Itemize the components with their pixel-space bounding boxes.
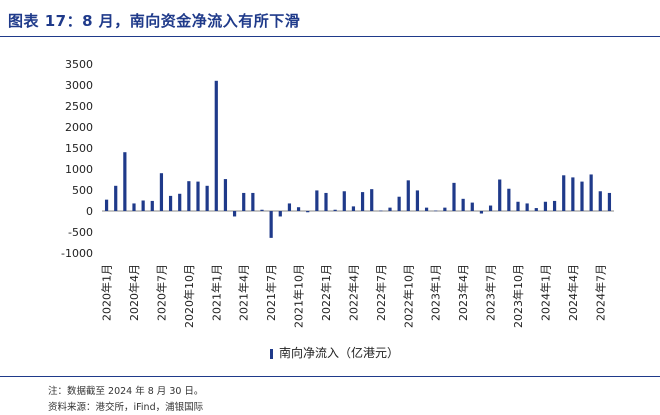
bar-2024-02 [552,200,557,211]
bar-2024-01 [543,201,548,211]
bar-2020-05 [141,200,145,211]
bar-2023-11 [525,203,529,211]
bar-2021-04 [242,192,246,211]
bar-2024-04 [571,177,575,211]
x-tick-label: 2022年7月 [374,264,388,321]
bar-2022-04 [351,206,356,211]
bar-2024-08 [607,192,612,211]
x-tick-label: 2022年10月 [401,264,415,328]
bar-2022-08 [388,207,392,211]
bar-2023-08 [498,179,502,211]
bar-2020-07 [159,173,164,211]
bar-2021-10 [296,207,301,211]
y-tick-label: 2500 [65,100,93,113]
bar-2020-02 [114,185,118,211]
source-note: 资料来源：港交所，iFind，浦银国际 [48,402,204,413]
x-tick-label: 2021年7月 [264,264,278,321]
chart-header: 图表 17：8 月，南向资金净流入有所下滑 [0,0,660,38]
footnote: 注：数据截至 2024 年 8 月 30 日。 [48,386,204,397]
bar-2021-02 [223,179,228,211]
bar-2023-04 [461,198,465,211]
x-tick-label: 2023年7月 [484,264,498,321]
bar-2024-05 [580,181,584,211]
x-tick-label: 2023年10月 [511,264,525,328]
y-tick-label: 500 [72,184,93,197]
x-tick-label: 2024年4月 [566,264,580,321]
y-tick-label: 3000 [65,79,93,92]
bar-2021-12 [315,190,319,211]
x-tick-label: 2021年4月 [237,264,251,321]
y-tick-label: 0 [86,205,93,218]
x-tick-label: 2022年4月 [346,264,360,321]
bar-2023-06 [479,211,484,214]
title-divider [0,36,660,37]
bar-2024-07 [598,191,602,211]
bar-2022-05 [360,192,365,211]
bar-2022-11 [415,190,420,211]
bar-2020-12 [205,185,209,211]
x-tick-label: 2020年1月 [100,264,114,321]
bar-2020-08 [168,195,173,211]
bar-2023-05 [470,202,474,211]
bar-2021-07 [269,211,273,238]
x-tick-label: 2020年10月 [182,264,196,328]
bar-2020-06 [150,200,154,211]
bar-2021-03 [232,211,237,217]
bar-2020-04 [132,203,136,211]
bar-2020-10 [187,181,191,211]
bar-2022-12 [424,207,429,211]
bar-2023-03 [452,182,456,211]
bar-2024-06 [589,174,593,211]
y-tick-label: 3500 [65,58,93,71]
bar-2023-10 [516,201,520,211]
bar-2020-01 [104,199,109,211]
bar-2022-02 [333,209,337,211]
x-tick-label: 2021年1月 [209,264,223,321]
y-tick-label: -1000 [61,247,93,260]
bar-2021-06 [260,209,264,211]
x-tick-label: 2020年4月 [127,264,141,321]
bar-2021-09 [287,203,292,211]
x-tick-label: 2023年4月 [456,264,470,321]
bar-2022-09 [397,196,401,211]
bar-2022-07 [379,210,383,212]
bar-2021-08 [278,211,282,217]
x-tick-label: 2021年10月 [292,264,306,328]
bar-2021-01 [214,80,218,211]
bar-2021-11 [306,211,310,213]
x-tick-label: 2023年1月 [429,264,443,321]
bar-2020-09 [178,193,182,211]
bar-2022-01 [324,192,328,211]
chart-title: 图表 17：8 月，南向资金净流入有所下滑 [8,12,301,30]
legend: 南向净流入（亿港元） [270,344,399,361]
x-tick-label: 2022年1月 [319,264,333,321]
x-tick-label: 2024年7月 [593,264,607,321]
bar-2023-01 [434,210,438,212]
y-tick-label: 2000 [65,121,93,134]
y-tick-label: -500 [68,226,93,239]
bar-2023-02 [443,207,447,211]
legend-label: 南向净流入（亿港元） [279,346,400,360]
bar-2022-10 [406,180,410,211]
bar-2020-11 [196,181,200,211]
y-tick-label: 1000 [65,163,93,176]
bar-chart: -1000 -500 0 500 1000 1500 2000 2500 3000 3500 202… [61,58,614,328]
bar-2022-06 [370,189,374,211]
bar-2024-03 [562,175,566,211]
bar-2020-03 [123,152,127,211]
bar-2021-05 [251,192,255,211]
x-tick-label: 2024年1月 [538,264,552,321]
bar-2023-09 [507,188,511,211]
bar-2023-12 [534,208,538,211]
x-tick-label: 2020年7月 [154,264,168,321]
y-tick-label: 1500 [65,142,93,155]
footer-divider [0,376,660,377]
bar-2023-07 [488,205,493,211]
legend-swatch [270,348,273,359]
bar-2022-03 [342,191,346,211]
